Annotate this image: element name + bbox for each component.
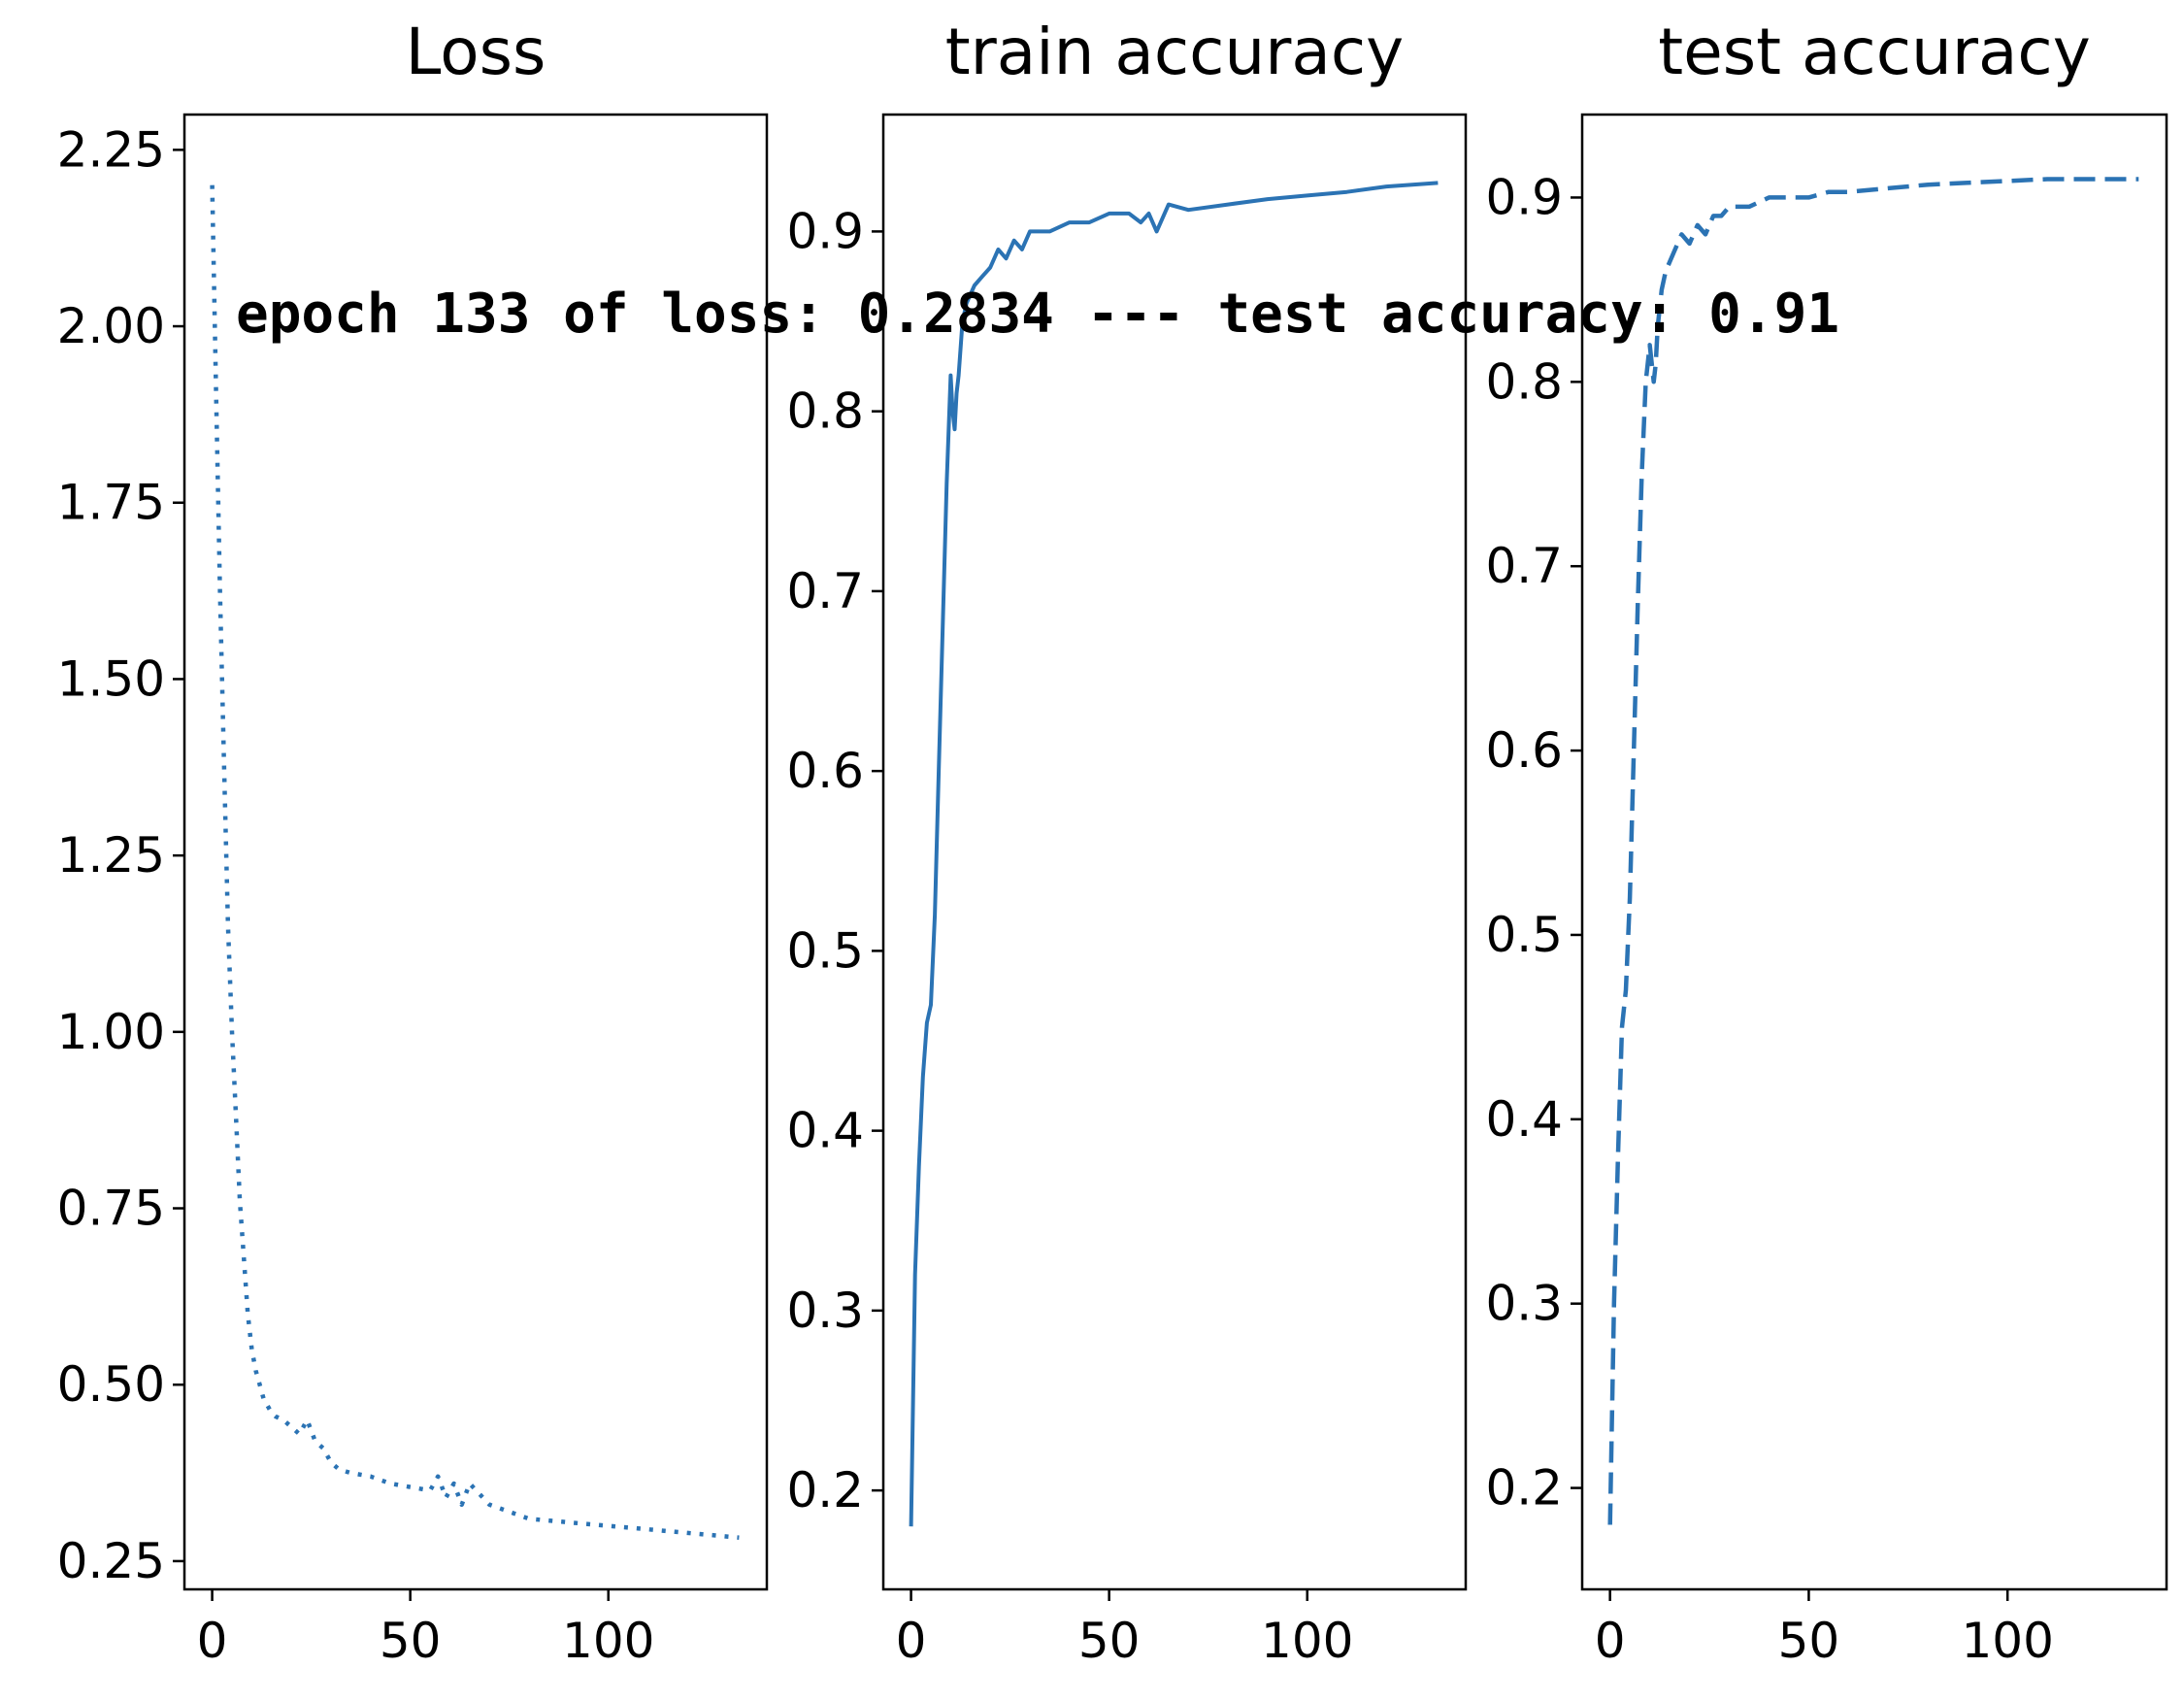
- train-accuracy-y-tick-label: 0.4: [786, 1103, 864, 1159]
- train-accuracy-x-tick-label: 50: [1078, 1613, 1141, 1669]
- train-accuracy-y-tick-label: 0.6: [786, 743, 864, 799]
- epoch-annotation: epoch 133 of loss: 0.2834 --- test accur…: [236, 283, 1839, 346]
- train-accuracy-series-line: [909, 181, 1439, 1527]
- train-accuracy-y-tick-label: 0.5: [786, 922, 864, 979]
- loss-y-tick-label: 1.50: [57, 650, 165, 707]
- loss-panel: Loss 0 50 100 0.25 0.50 0.75 1.00 1.25 1.50 1.75 2.…: [57, 15, 769, 1669]
- test-accuracy-series-line: [1607, 177, 2139, 1525]
- train-accuracy-axes-frame: [881, 113, 1468, 1591]
- loss-title: Loss: [406, 15, 546, 89]
- loss-y-tick-label: 0.75: [57, 1181, 165, 1237]
- test-accuracy-x-tick-label: 0: [1595, 1613, 1626, 1669]
- test-accuracy-x-tick-label: 50: [1778, 1613, 1840, 1669]
- test-accuracy-title: test accuracy: [1658, 15, 2091, 89]
- train-accuracy-y-tick-label: 0.7: [786, 563, 864, 619]
- loss-y-tick-label: 1.00: [57, 1004, 165, 1060]
- test-accuracy-y-tick-label: 0.7: [1485, 538, 1563, 594]
- loss-y-tick-label: 1.75: [57, 475, 165, 531]
- train-accuracy-y-tick-label: 0.2: [786, 1462, 864, 1518]
- loss-y-tick-label: 0.50: [57, 1356, 165, 1413]
- train-accuracy-y-tick-label: 0.3: [786, 1283, 864, 1339]
- test-accuracy-axes-frame: [1580, 113, 2168, 1591]
- loss-axes-frame: [182, 113, 769, 1591]
- loss-series-line: [210, 184, 740, 1540]
- test-accuracy-y-tick-label: 0.5: [1485, 907, 1563, 963]
- train-accuracy-x-tick-label: 100: [1261, 1613, 1353, 1669]
- loss-y-tick-label: 2.00: [57, 298, 165, 354]
- train-accuracy-y-tick-label: 0.8: [786, 384, 864, 440]
- test-accuracy-y-tick-label: 0.4: [1485, 1091, 1563, 1148]
- loss-x-tick-label: 100: [562, 1613, 654, 1669]
- test-accuracy-y-tick-label: 0.6: [1485, 722, 1563, 779]
- loss-y-tick-label: 1.25: [57, 827, 165, 884]
- train-accuracy-title: train accuracy: [945, 15, 1404, 89]
- test-accuracy-panel: test accuracy 0 50 100 0.2 0.3 0.4 0.5 0.6 0.7 0.8…: [1485, 15, 2168, 1669]
- test-accuracy-y-tick-label: 0.8: [1485, 353, 1563, 410]
- loss-x-tick-label: 0: [197, 1613, 228, 1669]
- loss-y-tick-label: 2.25: [57, 121, 165, 178]
- test-accuracy-y-tick-label: 0.3: [1485, 1276, 1563, 1332]
- test-accuracy-y-tick-label: 0.2: [1485, 1460, 1563, 1517]
- loss-y-tick-label: 0.25: [57, 1533, 165, 1589]
- test-accuracy-y-tick-label: 0.9: [1485, 169, 1563, 225]
- loss-x-tick-label: 50: [380, 1613, 442, 1669]
- train-accuracy-y-tick-label: 0.9: [786, 203, 864, 259]
- train-accuracy-x-tick-label: 0: [896, 1613, 927, 1669]
- test-accuracy-x-tick-label: 100: [1961, 1613, 2053, 1669]
- train-accuracy-panel: train accuracy 0 50 100 0.2 0.3 0.4 0.5 0.6 0.7 0.…: [786, 15, 1468, 1669]
